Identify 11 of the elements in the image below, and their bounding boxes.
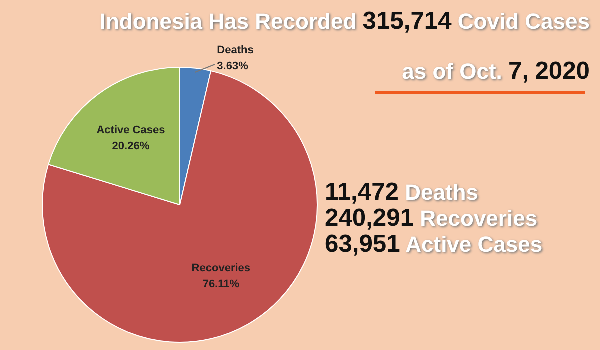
data-label: 3.63% [217,60,249,73]
chart-title: Indonesia Has Recorded 315,714 Covid Cases [100,8,590,35]
text: 11,472 Deaths [325,179,478,206]
text: 63,951 Active Cases [325,231,543,258]
slice-label: Recoveries [192,262,251,275]
text: 240,291 Recoveries [325,205,538,232]
slice-label: Deaths [217,44,254,57]
data-label: 76.11% [202,278,240,291]
slice-label: Active Cases [96,124,166,137]
data-label: 20.26% [112,140,150,153]
text: as of Oct. 7, 2020 [402,58,590,85]
